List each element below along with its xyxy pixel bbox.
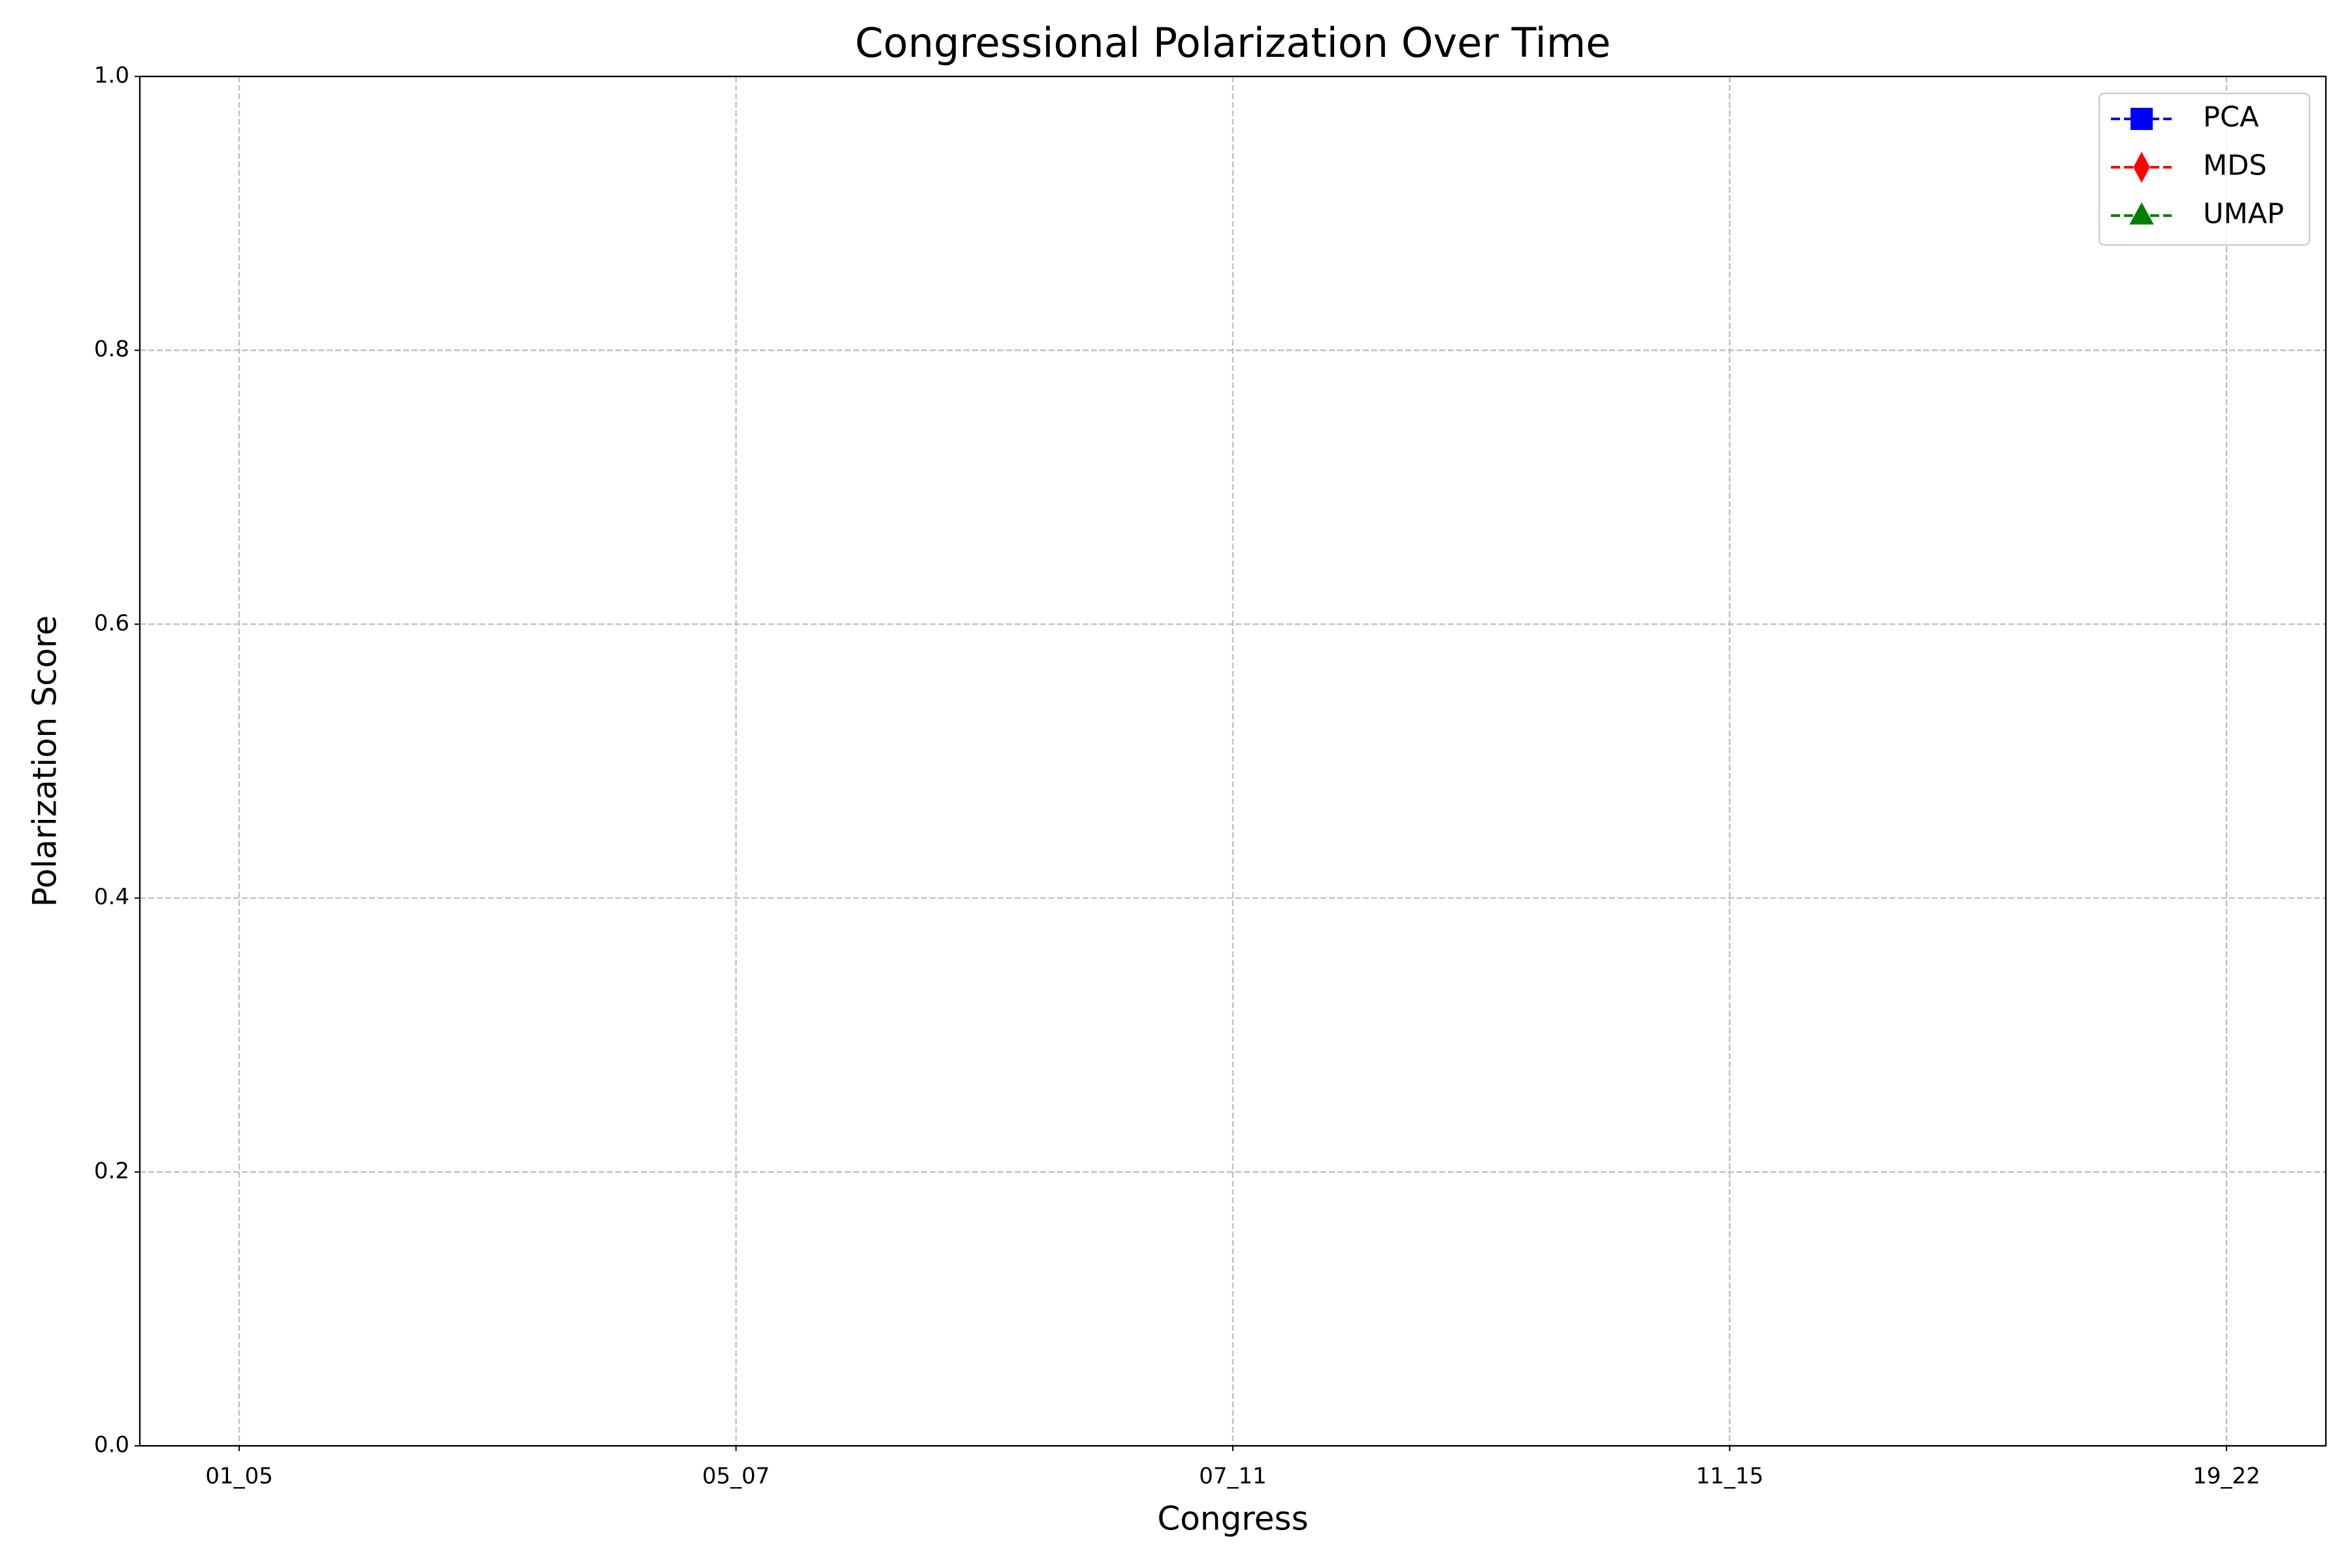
x-tick-label: 19_22 <box>2193 1463 2261 1490</box>
marker <box>2133 152 2150 183</box>
legend-label: PCA <box>2203 101 2259 134</box>
x-tick-label: 05_07 <box>702 1463 770 1490</box>
x-axis-label: Congress <box>1157 1500 1308 1538</box>
y-tick-label: 0.8 <box>94 336 129 363</box>
y-tick-label: 0.4 <box>94 884 129 910</box>
legend: PCA MDS UMAP <box>2098 92 2311 246</box>
x-tick-label: 07_11 <box>1199 1463 1267 1490</box>
x-tick-label: 01_05 <box>205 1463 273 1490</box>
plot-frame <box>139 75 2327 1447</box>
legend-label: UMAP <box>2203 198 2284 231</box>
legend-frame <box>2098 92 2311 246</box>
y-tick-label: 0.2 <box>94 1158 129 1184</box>
y-tick-label: 1.0 <box>94 63 129 89</box>
chart-title: Congressional Polarization Over Time <box>855 19 1611 67</box>
y-tick-label: 0.0 <box>94 1432 129 1458</box>
x-tick-label: 11_15 <box>1696 1463 1764 1490</box>
y-tick-label: 0.6 <box>94 610 129 636</box>
marker <box>2131 108 2153 130</box>
y-axis-label: Polarization Score <box>26 615 64 907</box>
legend-label: MDS <box>2203 150 2267 182</box>
marker <box>2129 202 2154 225</box>
